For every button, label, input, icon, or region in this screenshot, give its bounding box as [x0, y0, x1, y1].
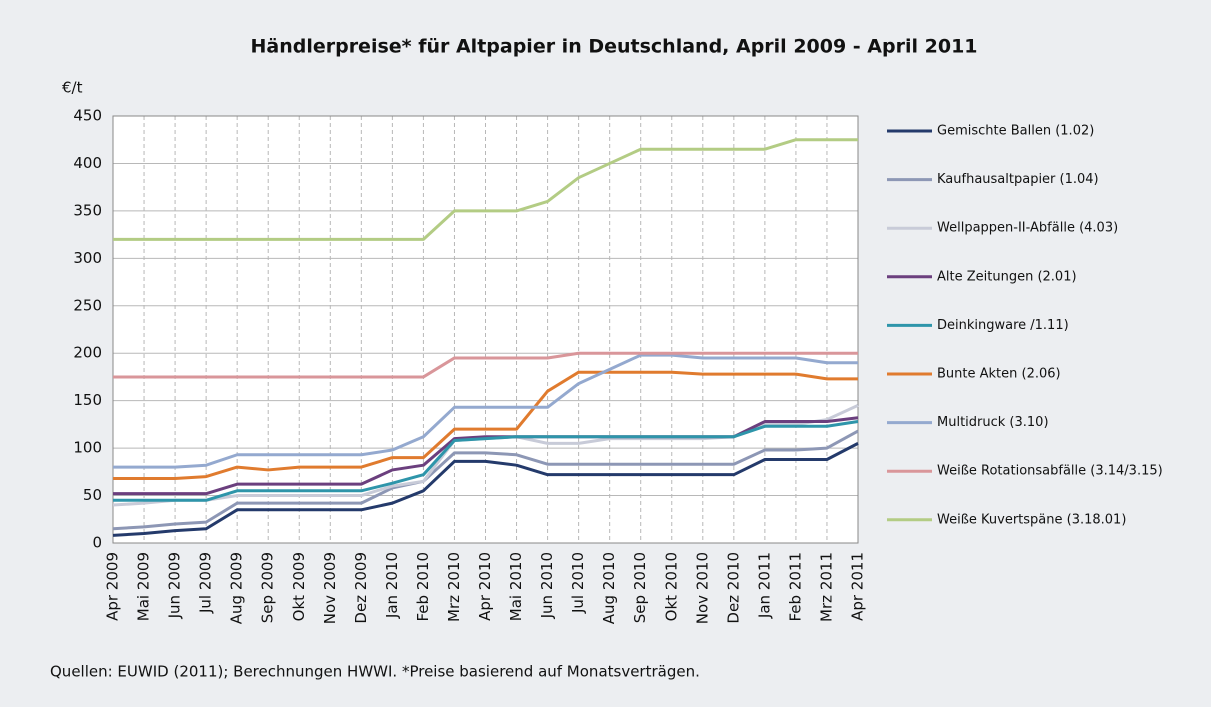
- y-tick-label: 250: [73, 296, 102, 314]
- x-tick-label: Apr 2011: [849, 552, 867, 621]
- y-tick-label: 100: [73, 439, 102, 457]
- y-tick-label: 400: [73, 154, 102, 172]
- x-tick-label: Nov 2010: [693, 552, 711, 624]
- x-tick-label: Dez 2010: [724, 552, 742, 624]
- x-tick-label: Okt 2009: [290, 552, 308, 621]
- x-tick-label: Mai 2009: [135, 552, 153, 621]
- series-line: [113, 420, 859, 502]
- x-tick-label: Apr 2010: [476, 552, 494, 621]
- y-tick-label: 350: [73, 201, 102, 219]
- x-tick-label: Aug 2010: [600, 552, 618, 624]
- y-tick-label: 0: [92, 534, 102, 552]
- x-tick-label: Mrz 2010: [445, 552, 463, 622]
- legend-label: Weiße Kuvertspäne (3.18.01): [937, 512, 1126, 527]
- y-tick-label: 200: [73, 344, 102, 362]
- x-tick-label: Mrz 2011: [817, 552, 835, 622]
- plot-border: [112, 115, 859, 544]
- x-tick-label: Feb 2010: [414, 552, 432, 622]
- x-tick-label: Jul 2009: [197, 552, 215, 614]
- x-tick-label: Dez 2009: [352, 552, 370, 624]
- source-note: Quellen: EUWID (2011); Berechnungen HWWI…: [50, 663, 700, 681]
- x-tick-label: Sep 2009: [259, 552, 277, 623]
- legend-label: Bunte Akten (2.06): [937, 367, 1061, 382]
- x-tick-label: Nov 2009: [321, 552, 339, 624]
- series-line: [113, 138, 858, 241]
- legend-label: Weiße Rotationsabfälle (3.14/3.15): [937, 464, 1163, 479]
- x-tick-label: Jan 2011: [755, 552, 773, 619]
- y-tick-label: 150: [73, 391, 102, 409]
- legend-label: Deinkingware /1.11): [937, 318, 1069, 333]
- legend-label: Wellpappen-II-Abfälle (4.03): [937, 221, 1118, 236]
- x-tick-label: Jul 2010: [569, 552, 587, 614]
- legend-label: Multidruck (3.10): [937, 415, 1049, 430]
- x-tick-label: Jan 2010: [383, 552, 401, 619]
- x-tick-label: Jun 2010: [538, 552, 556, 619]
- series-line: [113, 370, 858, 480]
- x-tick-label: Mai 2010: [507, 552, 525, 621]
- x-tick-label: Jun 2009: [166, 552, 184, 619]
- series-line: [113, 353, 858, 469]
- legend-label: Kaufhausaltpapier (1.04): [937, 172, 1099, 187]
- legend-label: Gemischte Ballen (1.02): [937, 124, 1094, 139]
- y-axis-label: €/t: [62, 79, 83, 97]
- chart-title: Händlerpreise* für Altpapier in Deutschl…: [250, 36, 977, 58]
- legend-label: Alte Zeitungen (2.01): [937, 269, 1077, 284]
- series-line: [112, 442, 859, 537]
- y-tick-label: 300: [73, 249, 102, 267]
- x-tick-label: Sep 2010: [631, 552, 649, 623]
- x-tick-label: Okt 2010: [662, 552, 680, 621]
- x-tick-label: Apr 2009: [104, 552, 122, 621]
- x-tick-label: Aug 2009: [228, 552, 246, 624]
- series-line: [113, 351, 858, 379]
- y-tick-label: 50: [83, 486, 102, 504]
- x-tick-label: Feb 2011: [786, 552, 804, 622]
- y-tick-label: 450: [73, 107, 102, 125]
- series-line: [112, 429, 859, 531]
